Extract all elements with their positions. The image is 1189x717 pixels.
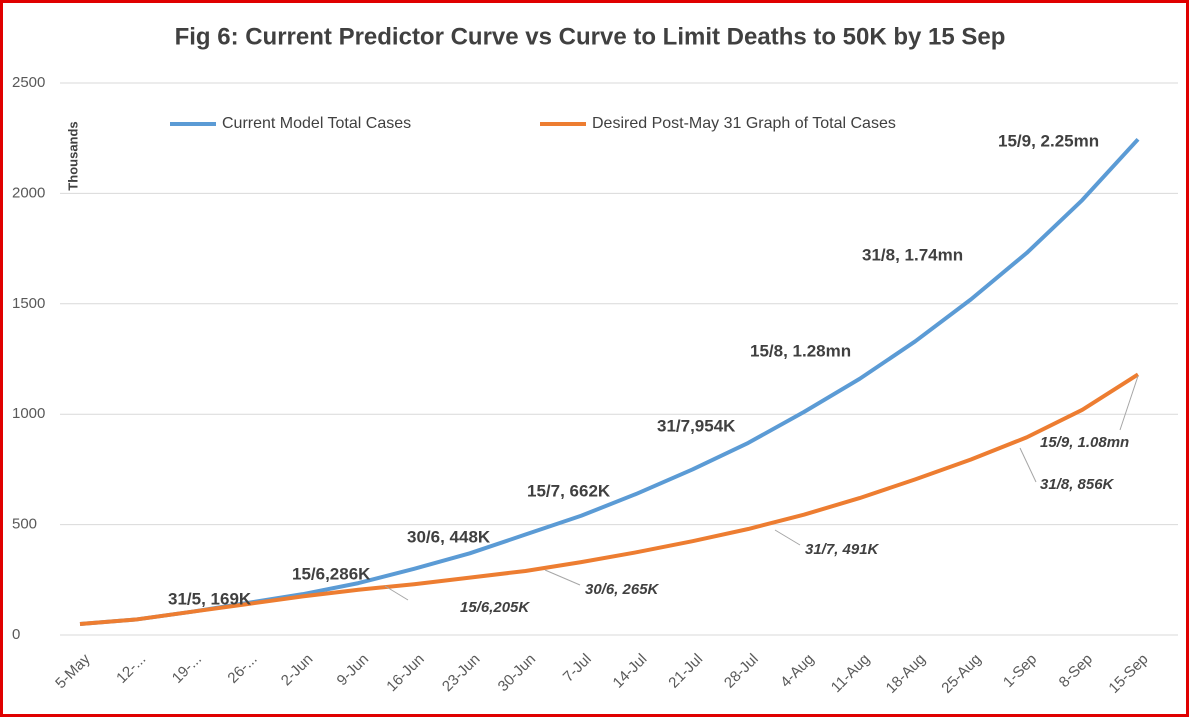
annotation: 30/6, 265K — [585, 581, 660, 598]
annotation: 30/6, 448K — [407, 527, 491, 546]
leader-line — [1119, 375, 1139, 431]
annotation: 15/6,286K — [292, 564, 371, 583]
annotation: 31/8, 1.74mn — [862, 245, 963, 264]
y-axis-label: Thousands — [65, 121, 80, 190]
leader-line — [774, 529, 801, 546]
series-line — [79, 372, 1140, 626]
annotation: 15/7, 662K — [527, 481, 611, 500]
y-tick-label: 1500 — [12, 295, 45, 312]
annotation: 31/7, 491K — [805, 541, 880, 558]
leader-line — [384, 585, 409, 601]
y-tick-label: 1000 — [12, 405, 45, 422]
legend-label: Current Model Total Cases — [222, 115, 411, 132]
annotation: 31/5, 169K — [168, 589, 252, 608]
annotation: 31/7,954K — [657, 416, 736, 435]
annotation: 15/9, 1.08mn — [1040, 434, 1129, 451]
leader-line — [544, 569, 581, 586]
legend-label: Desired Post-May 31 Graph of Total Cases — [592, 115, 896, 132]
annotation: 15/8, 1.28mn — [750, 341, 851, 360]
y-tick-label: 500 — [12, 516, 37, 533]
y-tick-label: 2500 — [12, 74, 45, 91]
annotation: 31/8, 856K — [1040, 476, 1115, 493]
annotation: 15/9, 2.25mn — [998, 131, 1099, 150]
annotation: 15/6,205K — [460, 599, 530, 616]
y-tick-label: 2000 — [12, 184, 45, 201]
leader-line — [1019, 447, 1037, 483]
chart-title: Fig 6: Current Predictor Curve vs Curve … — [175, 23, 1006, 50]
y-tick-label: 0 — [12, 626, 20, 643]
